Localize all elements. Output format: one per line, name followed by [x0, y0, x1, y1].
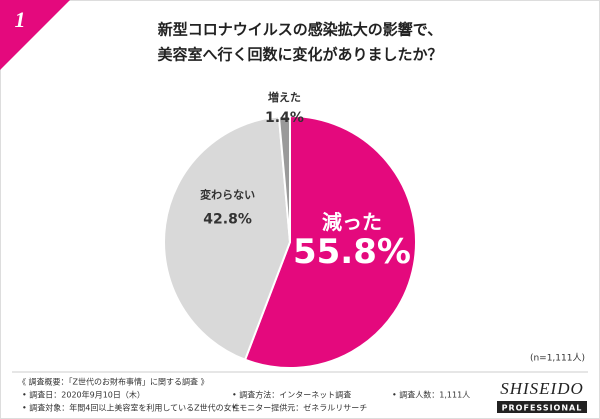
footer-item: • 調査人数：1,111人 [392, 390, 470, 400]
logo-line: PROFESSIONAL [502, 404, 583, 413]
title-line: 新型コロナウイルスの感染拡大の影響で、 [158, 21, 442, 39]
badge-number: 1 [15, 7, 26, 32]
footer-item: • 調査日：2020年9月10日（木） [22, 390, 145, 400]
title-line: 美容室へ行く回数に変化がありましたか？ [157, 46, 442, 64]
slice-value: 1.4% [265, 110, 304, 126]
slice-name: 増えた [268, 90, 301, 104]
footer-item: • 調査対象：年間4回以上美容室を利用しているZ世代の女性 [22, 403, 240, 413]
footer-item: • モニター提供元：ゼネラルリサーチ [232, 403, 367, 413]
footer-heading: 《 調査概要：「Z世代のお財布事情」に関する調査 》 [18, 377, 209, 387]
pie-slice [277, 114, 291, 243]
logo-bar [497, 401, 587, 413]
footer: • 調査日：2020年9月10日（木） • 調査方法：インターネット調査 • 調査人… [22, 390, 470, 413]
footer-item: • 調査方法：インターネット調査 [232, 390, 351, 400]
badge-shape [0, 0, 70, 70]
pie-slice [243, 114, 417, 369]
slice-value: 42.8% [203, 211, 252, 227]
slice-name: 減った [322, 210, 382, 234]
sample-note: (n=1,111人) [530, 353, 585, 364]
slice-name: 変わらない [200, 187, 255, 201]
pie-slice [163, 115, 292, 362]
logo-brand: SHISEIDO [500, 379, 584, 398]
slice-value: 55.8% [293, 232, 411, 272]
